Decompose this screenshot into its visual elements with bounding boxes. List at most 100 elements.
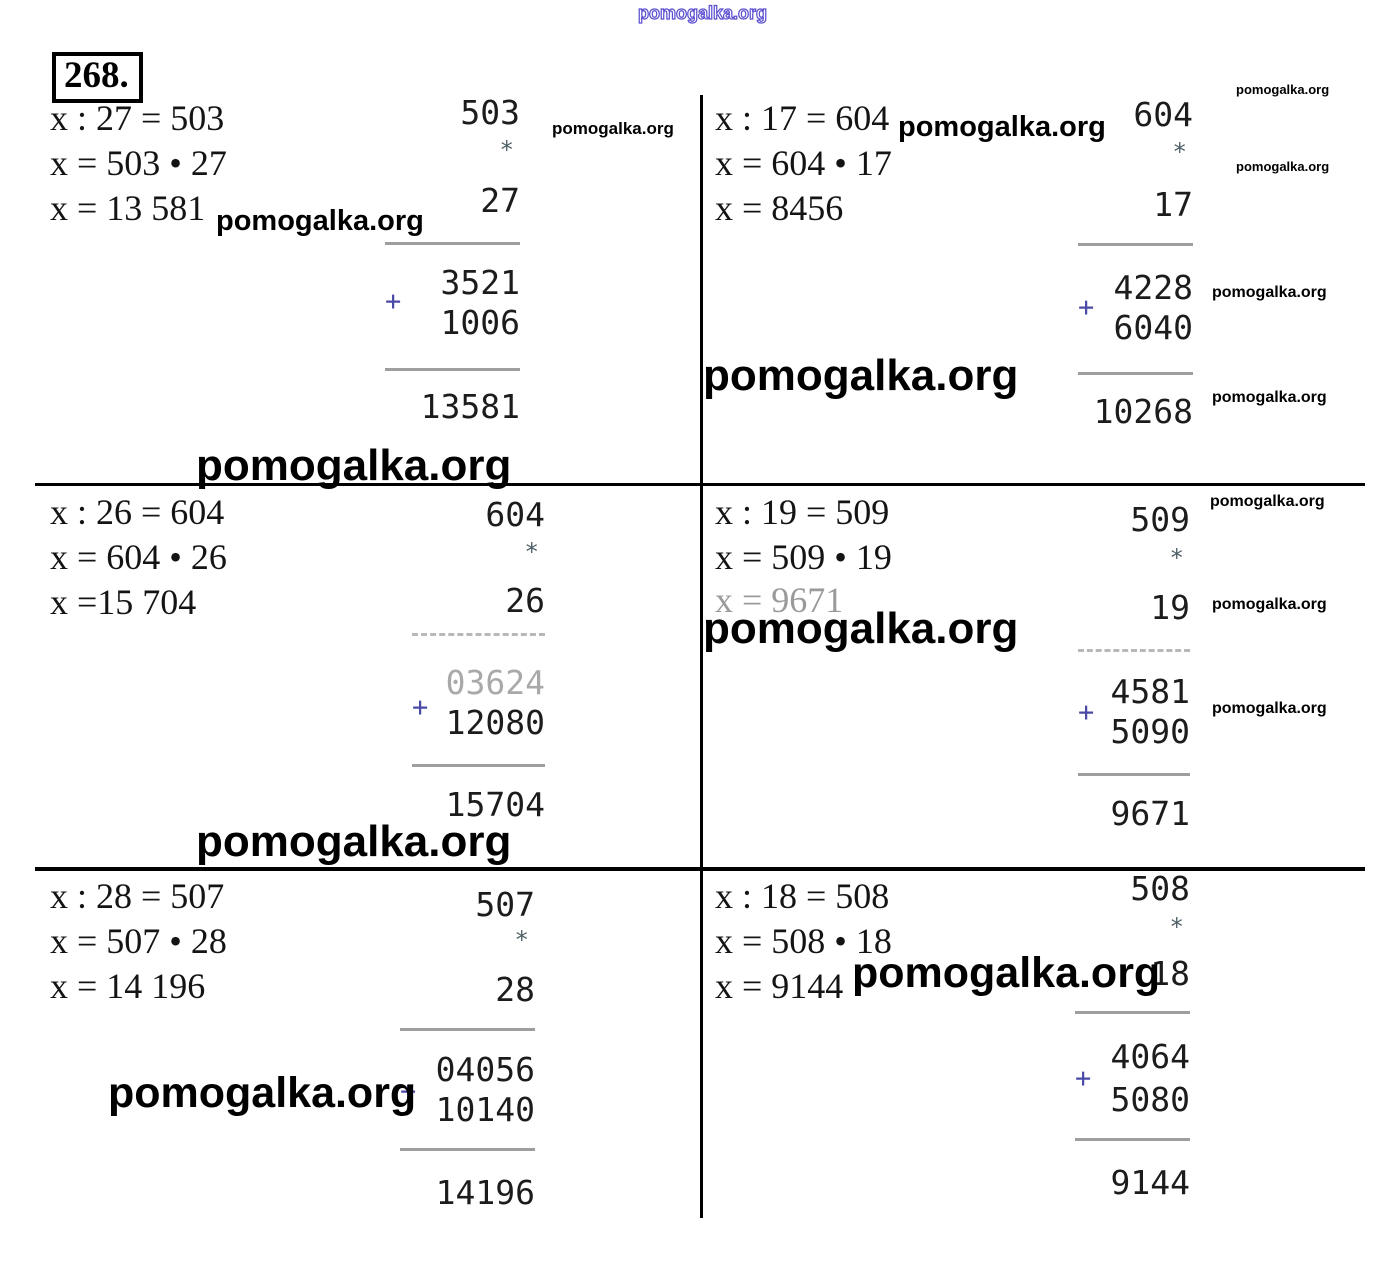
partial-product-1: 4064 — [1110, 1037, 1190, 1076]
product-rule — [1078, 243, 1193, 246]
partial-product-2: 5090 — [1110, 712, 1190, 751]
product-rule — [400, 1028, 535, 1031]
product-rule — [412, 633, 545, 636]
watermark: pomogalka.org — [1236, 159, 1330, 174]
plus-sign: + — [385, 286, 402, 317]
watermark: pomogalka.org — [1212, 700, 1327, 717]
equation-line: x = 14 196 — [50, 966, 206, 1006]
divider-vertical — [700, 95, 703, 1218]
watermark: pomogalka.org — [108, 1069, 417, 1117]
multiplication-column: 604 * 26 03624 + 12080 15704 — [412, 498, 545, 838]
watermark: pomogalka.org — [898, 111, 1106, 143]
equation-line: x : 18 = 508 — [715, 876, 890, 916]
multiplier: 28 — [495, 970, 535, 1009]
multiplicand: 604 — [1133, 95, 1193, 134]
equation-line: x = 509 • 19 — [715, 537, 892, 577]
watermark: pomogalka.org — [1212, 389, 1327, 406]
multiplication-column: 509 * 19 4581 + 5090 9671 — [1078, 503, 1190, 843]
watermark: pomogalka.org — [1236, 82, 1330, 97]
watermark: pomogalka.org — [196, 817, 512, 866]
equation-line: x : 27 = 503 — [50, 98, 225, 138]
multiply-sign: * — [499, 136, 514, 164]
sum-rule — [385, 368, 520, 371]
multiply-sign: * — [1169, 913, 1184, 941]
partial-product-2: 10140 — [435, 1090, 535, 1129]
watermark: pomogalka.org — [703, 351, 1019, 400]
partial-product-1: 4228 — [1113, 268, 1193, 307]
multiplicand: 503 — [460, 93, 520, 132]
watermark: pomogalka.org — [216, 205, 424, 237]
watermark: pomogalka.org — [1210, 493, 1325, 510]
partial-product-2: 12080 — [445, 703, 545, 742]
multiplier: 26 — [505, 581, 545, 620]
equation-line: x : 19 = 509 — [715, 492, 890, 532]
divider-horizontal-2 — [35, 867, 1365, 871]
multiplication-column: 508 * 18 4064 + 5080 9144 — [1075, 872, 1190, 1212]
multiplier: 27 — [480, 181, 520, 220]
partial-product-2: 5080 — [1110, 1080, 1190, 1119]
plus-sign: + — [1078, 292, 1095, 323]
multiply-sign: * — [514, 926, 529, 954]
equation-line: x : 26 = 604 — [50, 492, 225, 532]
plus-sign: + — [400, 1076, 417, 1107]
equation-line: x = 508 • 18 — [715, 921, 892, 961]
multiply-sign: * — [1172, 138, 1187, 166]
equation-line: x = 604 • 26 — [50, 537, 227, 577]
sum-rule — [1078, 372, 1193, 375]
partial-product-1: 3521 — [440, 263, 520, 302]
multiplier: 17 — [1153, 185, 1193, 224]
sum-rule — [1075, 1138, 1190, 1141]
multiplicand: 604 — [485, 495, 545, 534]
multiplier: 18 — [1150, 954, 1190, 993]
watermark: pomogalka.org — [196, 441, 512, 490]
problem-number-badge: 268. — [52, 52, 143, 103]
equation-line: x = 604 • 17 — [715, 143, 892, 183]
sum-rule — [412, 764, 545, 767]
watermark: pomogalka.org — [637, 3, 768, 23]
watermark: pomogalka.org — [852, 949, 1161, 997]
multiplicand: 508 — [1130, 869, 1190, 908]
equation-line: x = 9671 — [715, 580, 844, 620]
watermark: pomogalka.org — [552, 119, 674, 138]
watermark: pomogalka.org — [703, 604, 1019, 653]
equation-line: x = 9144 — [715, 966, 844, 1006]
product-result: 13581 — [420, 387, 520, 426]
plus-sign: + — [1075, 1063, 1092, 1094]
product-result: 15704 — [445, 785, 545, 824]
equation-line: x = 8456 — [715, 188, 844, 228]
multiplicand: 509 — [1130, 500, 1190, 539]
sum-rule — [400, 1148, 535, 1151]
product-rule — [1078, 649, 1190, 652]
product-result: 10268 — [1093, 392, 1193, 431]
multiplication-column: 503 * 27 3521 + 1006 13581 — [385, 96, 520, 436]
plus-sign: + — [1078, 697, 1095, 728]
equation-line: x =15 704 — [50, 582, 197, 622]
watermark: pomogalka.org — [1212, 596, 1327, 613]
equation-line: x : 17 = 604 — [715, 98, 890, 138]
multiplicand: 507 — [475, 885, 535, 924]
watermark: pomogalka.org — [1212, 284, 1327, 301]
plus-sign: + — [412, 692, 429, 723]
product-rule — [1075, 1011, 1190, 1014]
partial-product-1: 03624 — [445, 663, 545, 702]
product-result: 9144 — [1110, 1163, 1190, 1202]
partial-product-2: 6040 — [1113, 308, 1193, 347]
partial-product-1: 4581 — [1110, 672, 1190, 711]
multiplication-column: 507 * 28 04056 + 10140 14196 — [400, 888, 535, 1228]
product-rule — [385, 242, 520, 245]
multiply-sign: * — [1169, 544, 1184, 572]
divider-horizontal-1 — [35, 483, 1365, 486]
equation-line: x = 13 581 — [50, 188, 206, 228]
equation-line: x = 507 • 28 — [50, 921, 227, 961]
multiply-sign: * — [524, 538, 539, 566]
partial-product-1: 04056 — [435, 1050, 535, 1089]
product-result: 14196 — [435, 1173, 535, 1212]
product-result: 9671 — [1110, 794, 1190, 833]
sum-rule — [1078, 773, 1190, 776]
multiplier: 19 — [1150, 588, 1190, 627]
equation-line: x = 503 • 27 — [50, 143, 227, 183]
partial-product-2: 1006 — [440, 303, 520, 342]
equation-line: x : 28 = 507 — [50, 876, 225, 916]
multiplication-column: 604 * 17 4228 + 6040 10268 — [1078, 98, 1193, 438]
